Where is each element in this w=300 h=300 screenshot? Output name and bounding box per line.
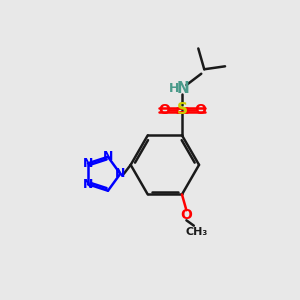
Text: O: O [181,208,192,222]
Text: H: H [168,82,179,95]
Text: N: N [177,81,190,96]
Text: N: N [83,178,93,191]
Text: N: N [83,157,93,170]
Text: N: N [103,150,113,163]
Text: O: O [194,103,206,117]
Text: S: S [176,103,188,118]
Text: CH₃: CH₃ [186,226,208,237]
Text: O: O [158,103,170,117]
Text: N: N [115,167,125,180]
